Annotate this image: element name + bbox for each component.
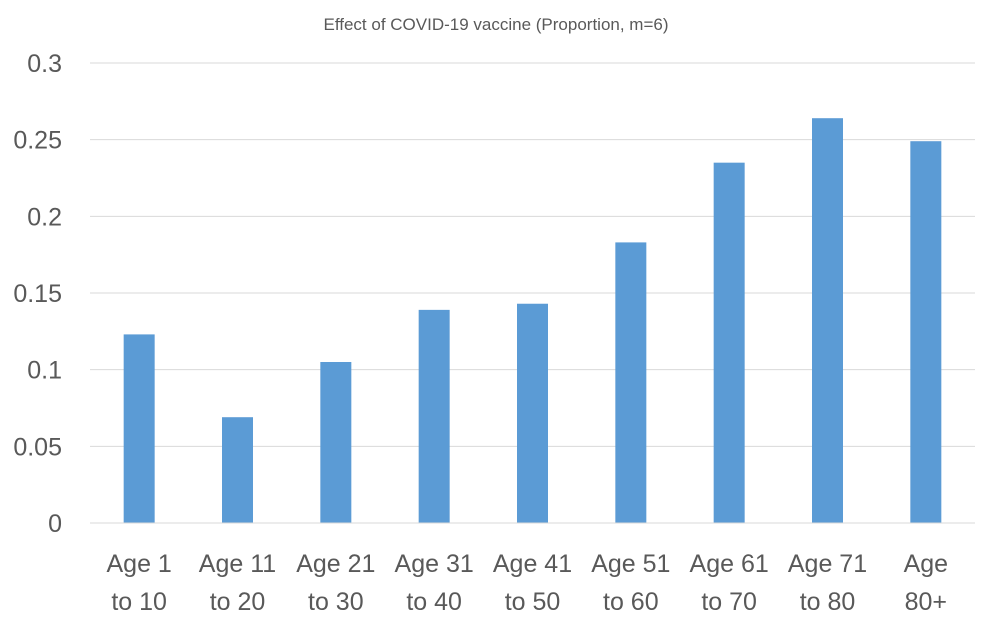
bar [123,334,155,523]
bars [123,118,942,523]
y-tick-label: 0.2 [27,203,62,231]
chart-title: Effect of COVID-19 vaccine (Proportion, … [323,15,668,34]
x-category-label: to 60 [603,588,659,616]
x-category-label: Age 21 [296,550,375,578]
x-category-label: Age 71 [788,550,867,578]
x-category-label: to 70 [701,588,757,616]
bar [320,362,352,523]
x-category-label: to 40 [406,588,462,616]
y-tick-label: 0.3 [27,50,62,78]
x-category-label: Age 1 [106,550,171,578]
bar [517,303,548,523]
x-category-label: 80+ [905,588,947,616]
x-category-label: Age 51 [591,550,670,578]
x-category-label: Age 61 [690,550,769,578]
x-category-label: to 80 [800,588,856,616]
bar [713,162,745,523]
x-category-label: to 10 [111,588,167,616]
y-tick-label: 0 [48,510,62,538]
x-category-label: Age [904,550,948,578]
y-tick-label: 0.05 [13,433,62,461]
bar [222,417,253,523]
x-category-label: Age 11 [199,550,276,578]
y-tick-label: 0.1 [27,357,62,385]
bar [615,242,647,523]
x-category-label: Age 41 [493,550,572,578]
bar [812,118,843,523]
y-tick-label: 0.15 [13,280,62,308]
bar [418,309,450,523]
x-category-label: to 50 [505,588,561,616]
x-category-label: to 30 [308,588,364,616]
x-axis-labels: Age 1 to 10 Age 11 to 20 Age 21 to 30 Age 31 to… [106,550,948,616]
y-tick-label: 0.25 [13,127,62,155]
y-axis-ticks: 0 0.05 0.1 0.15 0.2 0.25 0.3 [13,50,62,538]
x-category-label: to 20 [210,588,266,616]
x-category-label: Age 31 [395,550,474,578]
bar [910,141,942,523]
